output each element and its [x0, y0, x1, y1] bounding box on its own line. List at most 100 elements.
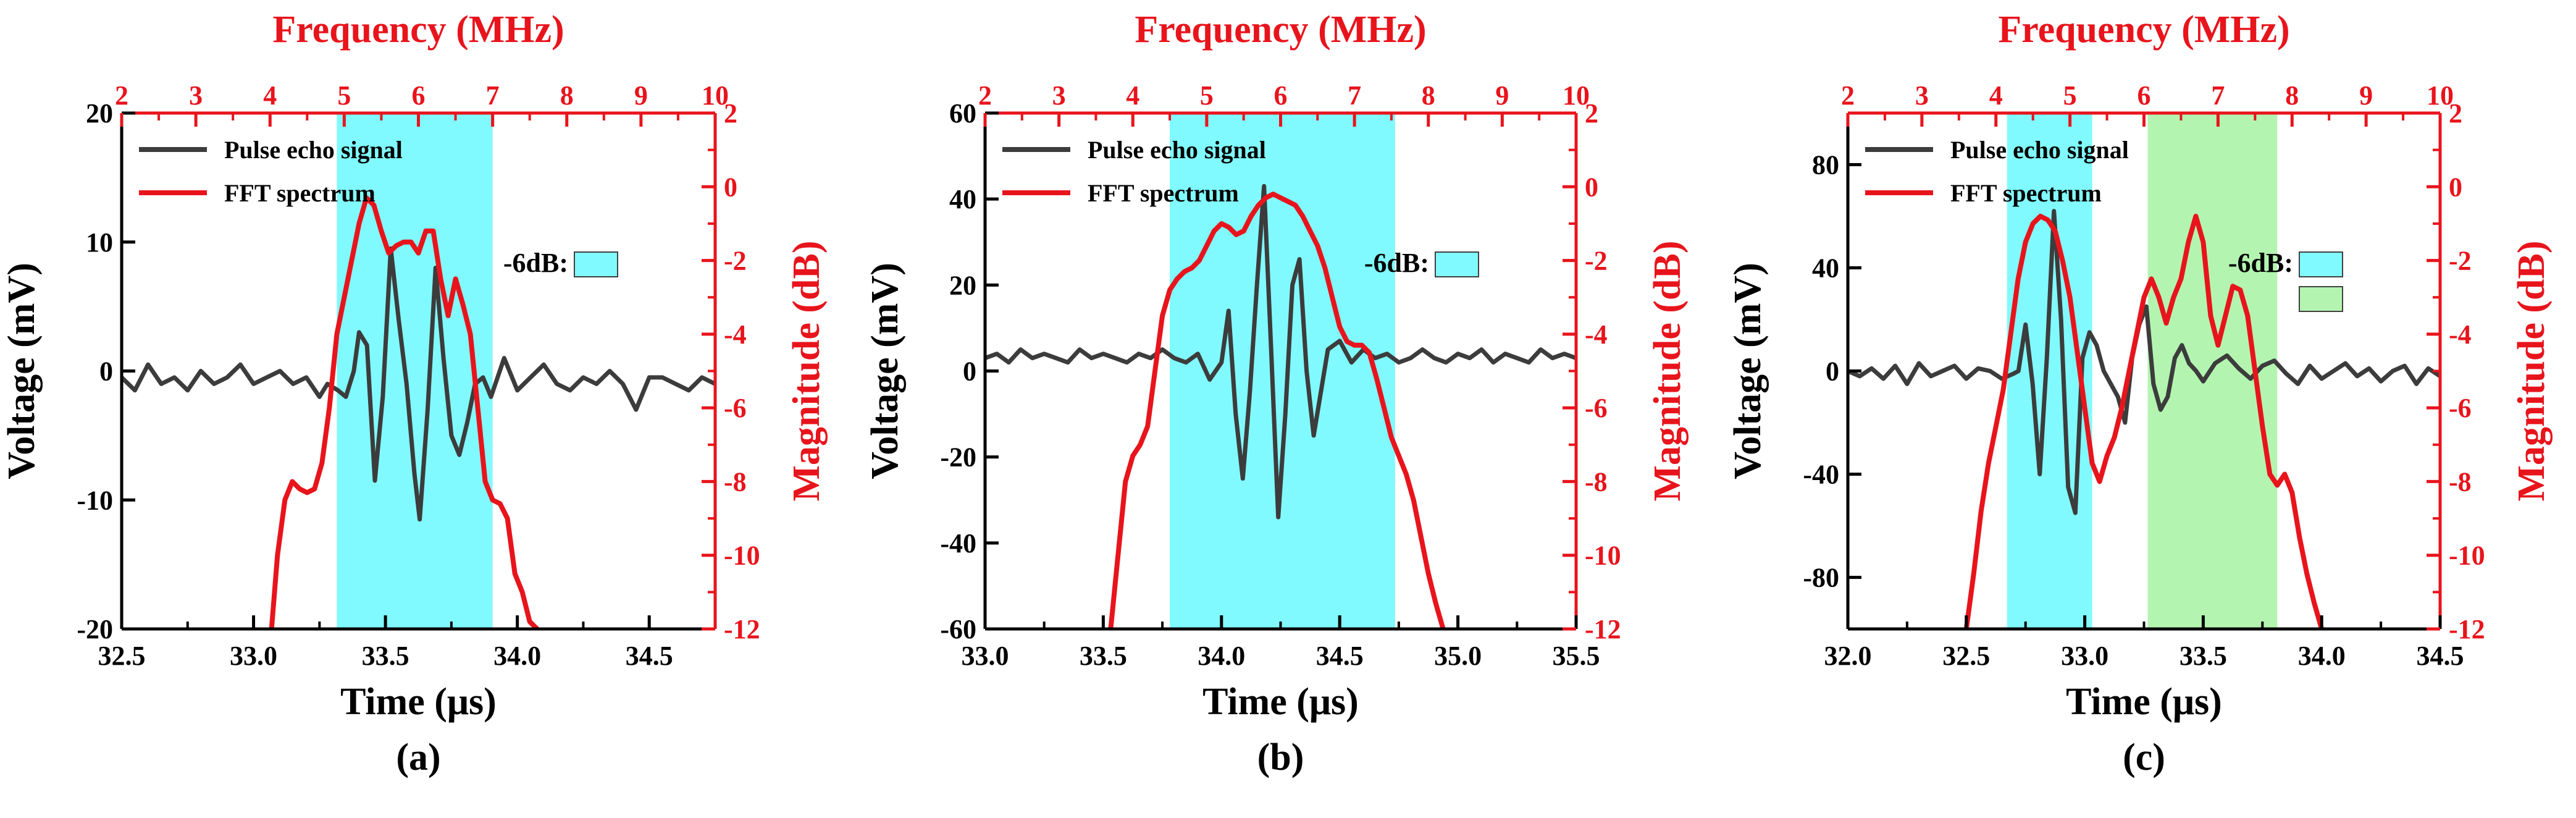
top-tick-label: 5: [1200, 80, 1214, 111]
band-key-swatch-cyan: [2299, 251, 2343, 277]
right-tick-label: 2: [1585, 98, 1598, 129]
x-tick-label: 33.0: [2061, 641, 2108, 671]
x-tick-label: 33.5: [362, 641, 409, 671]
top-tick-label: 10: [2427, 80, 2454, 111]
legend-signal-label: Pulse echo signal: [224, 136, 403, 164]
fft-spectrum-line: [1108, 192, 1446, 629]
right-tick-label: 0: [2449, 172, 2462, 202]
x-tick-label: 34.5: [1316, 641, 1364, 671]
right-axis-title: Magnitude (dB): [2511, 241, 2553, 502]
top-tick-label: 6: [1274, 80, 1288, 111]
x-tick-label: 32.0: [1824, 641, 1872, 671]
top-tick-label: 4: [1126, 80, 1139, 111]
x-tick-label: 34.0: [493, 641, 541, 671]
y-tick-label: 0: [1826, 356, 1839, 387]
top-tick-label: 9: [1495, 80, 1509, 111]
right-tick-label: -10: [2449, 541, 2485, 571]
band-key: -6dB:: [1364, 248, 1479, 278]
y-tick-label: 60: [949, 98, 976, 129]
right-tick-label: -6: [724, 393, 747, 423]
top-tick-label: 2: [978, 80, 992, 111]
top-tick-label: 7: [2211, 80, 2225, 111]
x-tick-label: 35.5: [1553, 641, 1600, 671]
top-tick-label: 3: [189, 80, 203, 111]
panel-label: (b): [1257, 736, 1304, 778]
right-tick-label: -8: [1585, 466, 1608, 497]
band-key-label: -6dB:: [2228, 248, 2293, 278]
band-key-label: -6dB:: [503, 248, 568, 278]
y-tick-label: 20: [949, 270, 976, 300]
x-axis-title: Time (μs): [1202, 681, 1359, 723]
top-tick-label: 10: [1563, 80, 1590, 111]
y-tick-label: -10: [77, 485, 113, 515]
band-key: -6dB:: [503, 248, 618, 278]
x-axis-title: Time (μs): [340, 681, 497, 723]
top-axis-title: Frequency (MHz): [1135, 9, 1426, 51]
y-tick-label: -20: [77, 614, 113, 644]
right-tick-label: -10: [724, 541, 760, 571]
top-tick-label: 2: [115, 80, 128, 111]
y-axis-title: Voltage (mV): [1727, 263, 1769, 479]
x-tick-label: 34.5: [2417, 641, 2464, 671]
x-tick-label: 33.0: [230, 641, 277, 671]
right-tick-label: -6: [1585, 393, 1608, 423]
legend-fft-label: FFT spectrum: [1950, 179, 2102, 207]
y-tick-label: 40: [1812, 253, 1839, 284]
x-tick-label: 34.0: [1198, 641, 1245, 671]
right-tick-label: -2: [1585, 246, 1608, 276]
y-tick-label: -60: [940, 614, 976, 644]
x-tick-label: 34.5: [626, 641, 673, 671]
right-axis-title: Magnitude (dB): [1647, 241, 1689, 502]
top-tick-label: 10: [702, 80, 729, 111]
pulse-echo-line: [985, 183, 1576, 520]
right-tick-label: 0: [1585, 172, 1598, 202]
y-tick-label: -20: [940, 442, 976, 473]
top-axis-title: Frequency (MHz): [272, 9, 564, 51]
right-tick-label: -8: [724, 466, 747, 497]
legend-signal-label: Pulse echo signal: [1088, 136, 1266, 164]
legend-signal-label: Pulse echo signal: [1950, 136, 2129, 164]
x-tick-label: 34.0: [2298, 641, 2346, 671]
right-tick-label: -2: [724, 246, 747, 276]
right-axis-title: Magnitude (dB): [786, 241, 828, 502]
band-cyan: [337, 113, 493, 629]
top-tick-label: 6: [412, 80, 426, 111]
right-tick-label: 2: [2449, 98, 2462, 129]
y-tick-label: 0: [99, 356, 113, 387]
right-tick-label: -10: [1585, 541, 1621, 571]
top-tick-label: 9: [2359, 80, 2373, 111]
y-tick-label: 40: [949, 184, 976, 214]
right-tick-label: -2: [2449, 246, 2472, 276]
x-tick-label: 33.5: [1080, 641, 1127, 671]
right-tick-label: 0: [724, 172, 737, 202]
x-tick-label: 32.5: [1942, 641, 1990, 671]
panel-label: (c): [2123, 736, 2165, 778]
right-tick-label: -6: [2449, 393, 2472, 423]
top-tick-label: 8: [2285, 80, 2299, 111]
band-key-label: -6dB:: [1364, 248, 1429, 278]
legend: Pulse echo signal FFT spectrum: [1865, 136, 2129, 207]
right-tick-label: -4: [2449, 319, 2472, 350]
legend-fft-label: FFT spectrum: [224, 179, 375, 207]
band-key-swatch-cyan: [1435, 251, 1479, 277]
top-tick-label: 5: [337, 80, 351, 111]
y-tick-label: -40: [940, 528, 976, 559]
band-key: -6dB:: [2228, 248, 2343, 312]
top-tick-label: 8: [1422, 80, 1435, 111]
right-tick-label: 2: [724, 98, 737, 129]
right-tick-label: -8: [2449, 466, 2472, 497]
x-tick-label: 33.5: [2180, 641, 2227, 671]
top-tick-label: 8: [560, 80, 574, 111]
top-tick-label: 3: [1052, 80, 1066, 111]
top-tick-label: 4: [1989, 80, 2003, 111]
top-tick-label: 9: [634, 80, 648, 111]
band-key-swatch-cyan: [574, 251, 618, 277]
y-tick-label: -80: [1803, 563, 1839, 593]
right-tick-label: -12: [2449, 614, 2485, 644]
x-tick-label: 32.5: [98, 641, 146, 671]
right-tick-label: -4: [724, 319, 747, 350]
pulse-echo-line: [1848, 209, 2440, 515]
